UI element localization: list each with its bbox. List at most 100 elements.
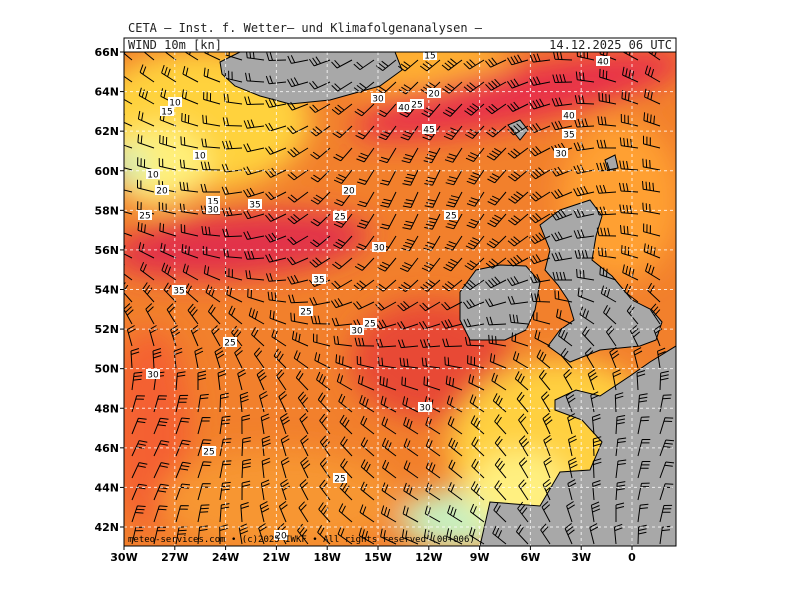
- wind-barb: [194, 347, 204, 369]
- wind-barb: [403, 416, 419, 435]
- wind-barb: [182, 65, 199, 83]
- wind-barb: [247, 288, 265, 303]
- wind-barb: [205, 284, 221, 303]
- wind-barb: [538, 369, 551, 391]
- contour-label-bg: [160, 106, 174, 116]
- wind-barb: [265, 191, 287, 201]
- wind-barb: [463, 279, 485, 291]
- wind-barb: [313, 333, 331, 347]
- contour-label-bg: [312, 274, 326, 284]
- wind-barb: [280, 435, 290, 457]
- wind-barb: [356, 355, 375, 369]
- wind-barb: [506, 78, 529, 89]
- wind-barb: [568, 457, 578, 479]
- wind-barb: [340, 436, 353, 457]
- wind-barb: [258, 523, 267, 545]
- wind-barb: [139, 64, 155, 83]
- contour-label-bg: [274, 530, 288, 540]
- contour-label: 30: [147, 371, 159, 381]
- wind-barb: [333, 335, 353, 347]
- wind-barb: [642, 158, 661, 171]
- wind-barb: [290, 312, 309, 325]
- wind-barb: [506, 276, 529, 287]
- contour-label-bg: [155, 185, 169, 195]
- wind-barb: [445, 191, 463, 208]
- wind-barb: [241, 436, 251, 457]
- wind-barb: [124, 98, 133, 105]
- lat-label: 48N: [94, 402, 119, 415]
- wind-barb: [131, 371, 143, 391]
- wind-barb: [225, 267, 243, 281]
- wind-barb: [486, 147, 507, 161]
- wind-barb: [223, 93, 243, 105]
- wind-barb: [575, 71, 595, 83]
- wind-barb: [603, 305, 617, 325]
- wind-barb: [573, 141, 595, 151]
- wind-barb: [238, 523, 249, 545]
- wind-barb: [444, 147, 463, 163]
- wind-barb: [214, 347, 225, 369]
- wind-barb: [508, 191, 529, 204]
- wind-barb: [574, 95, 595, 105]
- wind-barb: [265, 75, 287, 85]
- wind-barb: [219, 481, 231, 501]
- wind-barb: [180, 224, 199, 237]
- wind-barb: [493, 502, 507, 523]
- wind-barb: [377, 103, 397, 118]
- wind-barb: [592, 480, 601, 501]
- contour-label: 40: [563, 112, 575, 122]
- wind-barb: [447, 416, 463, 435]
- wind-barb: [197, 461, 212, 479]
- wind-barb: [466, 191, 485, 207]
- wind-barb: [465, 147, 485, 162]
- wind-barb: [228, 305, 243, 325]
- wind-barb: [295, 370, 309, 391]
- wind-barb: [360, 415, 375, 435]
- wind-barb: [590, 501, 601, 523]
- wind-barb: [464, 257, 485, 271]
- wind-barb: [619, 182, 639, 193]
- header-title: CETA — Inst. f. Wetter— und Klimafolgena…: [128, 21, 483, 35]
- wind-barb: [159, 222, 177, 237]
- wind-barb: [381, 416, 397, 435]
- wind-barb: [287, 274, 309, 285]
- wind-barb: [137, 110, 155, 127]
- wind-barb: [442, 338, 463, 348]
- lon-label: 27W: [161, 551, 188, 564]
- contour-label: 25: [203, 448, 214, 458]
- wind-barb: [566, 501, 575, 523]
- wind-barb: [182, 263, 199, 281]
- wind-barb: [187, 303, 199, 325]
- contour-label: 25: [300, 308, 311, 318]
- wind-barb: [573, 208, 595, 218]
- wind-barb: [265, 273, 287, 282]
- wind-barb: [124, 303, 134, 325]
- wind-barb: [647, 52, 661, 61]
- wind-barb: [358, 527, 375, 545]
- wind-barb: [463, 59, 485, 70]
- wind-barb: [211, 325, 221, 347]
- lon-label: 0: [628, 551, 636, 564]
- wind-barb: [243, 187, 265, 198]
- wind-barb: [166, 303, 177, 325]
- contour-label-bg: [248, 199, 262, 209]
- wind-barb: [445, 375, 463, 391]
- wind-barb: [376, 338, 397, 348]
- wind-barb: [442, 81, 463, 94]
- wind-barb: [551, 251, 573, 262]
- wind-barb: [446, 528, 463, 545]
- wind-barb: [357, 191, 375, 208]
- wind-barb: [219, 460, 232, 479]
- wind-barb: [402, 396, 419, 413]
- wind-barb: [487, 213, 507, 228]
- contour-label: 30: [373, 244, 385, 254]
- wind-barb: [485, 103, 507, 115]
- wind-barb: [423, 529, 441, 545]
- wind-barb: [444, 356, 463, 369]
- wind-barb: [447, 505, 463, 523]
- wind-barb: [423, 147, 441, 164]
- wind-barb: [204, 52, 221, 61]
- wind-barb: [466, 169, 485, 185]
- wind-barb: [175, 526, 188, 545]
- wind-barb: [463, 318, 485, 328]
